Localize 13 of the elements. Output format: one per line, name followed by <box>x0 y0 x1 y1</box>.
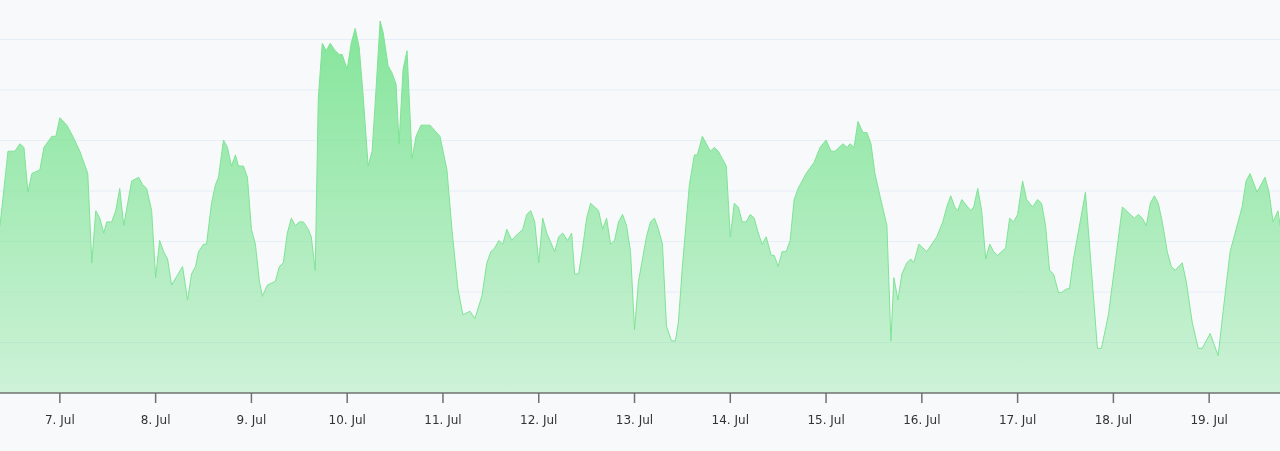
x-tick-label: 15. Jul <box>807 413 845 427</box>
x-tick-label: 11. Jul <box>424 413 462 427</box>
x-tick-label: 17. Jul <box>998 413 1037 427</box>
x-tick-label: 14. Jul <box>711 413 749 427</box>
x-tick-label: 9. Jul <box>236 413 267 427</box>
x-tick-label: 19. Jul <box>1190 413 1228 427</box>
x-tick-label: 10. Jul <box>328 413 366 427</box>
x-tick-label: 8. Jul <box>140 413 171 427</box>
x-tick-label: 16. Jul <box>903 413 941 427</box>
x-tick-label: 13. Jul <box>615 413 654 427</box>
x-tick-label: 12. Jul <box>520 413 558 427</box>
x-tick-label: 18. Jul <box>1094 413 1133 427</box>
x-tick-label: 7. Jul <box>44 413 75 427</box>
